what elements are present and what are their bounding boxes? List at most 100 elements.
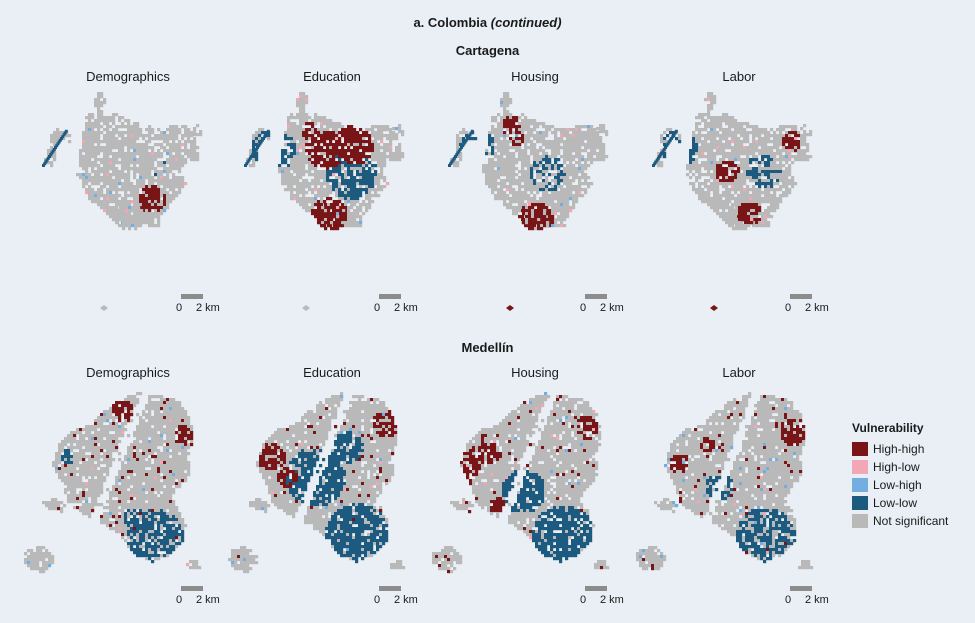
map-cell xyxy=(103,182,107,186)
map-cell xyxy=(569,182,573,186)
map-cell xyxy=(151,440,155,444)
map-cell xyxy=(458,147,462,151)
map-cell xyxy=(118,452,122,456)
map-cell xyxy=(469,131,473,135)
map-cell xyxy=(671,135,675,139)
map-cell xyxy=(142,431,146,435)
map-cell xyxy=(76,458,80,462)
map-cell xyxy=(82,179,86,183)
map-cell xyxy=(103,203,107,207)
map-cell xyxy=(127,161,131,165)
map-cell xyxy=(770,140,774,144)
map-cell xyxy=(488,182,492,186)
map-cell xyxy=(100,116,104,120)
map-cell xyxy=(377,152,381,156)
map-cell xyxy=(752,185,756,189)
map-cell xyxy=(365,131,369,135)
map-cell xyxy=(728,131,732,135)
map-cell xyxy=(359,158,363,162)
map-cell xyxy=(109,416,113,420)
map-cell xyxy=(548,224,552,228)
map-cell xyxy=(145,146,149,150)
map-cell xyxy=(347,140,351,144)
map-cell xyxy=(124,191,128,195)
map-cell xyxy=(184,182,188,186)
map-cell xyxy=(359,176,363,180)
map-cell xyxy=(193,143,197,147)
map-cell xyxy=(806,155,810,159)
map-cell xyxy=(785,179,789,183)
map-cell xyxy=(115,197,119,201)
map-cell xyxy=(383,134,387,138)
map-cell xyxy=(704,113,708,117)
map-cell xyxy=(145,434,149,438)
map-cell xyxy=(779,128,783,132)
map-cell xyxy=(82,455,86,459)
map-cell xyxy=(169,404,173,408)
map-cell xyxy=(734,134,738,138)
map-cell xyxy=(184,140,188,144)
map-cell xyxy=(539,188,543,192)
map-cell xyxy=(767,224,771,228)
map-cell xyxy=(551,221,555,225)
map-cell xyxy=(109,140,113,144)
map-cell xyxy=(320,170,324,174)
map-cell xyxy=(109,152,113,156)
map-cell xyxy=(359,152,363,156)
map-cell xyxy=(166,203,170,207)
map-cell xyxy=(524,197,528,201)
map-cell xyxy=(658,155,661,158)
map-cell xyxy=(347,170,351,174)
map-cell xyxy=(332,128,336,132)
map-cell xyxy=(512,137,516,141)
map-cell xyxy=(112,158,116,162)
map-cell xyxy=(713,170,717,174)
map-cell xyxy=(142,146,146,150)
map-cell xyxy=(296,149,300,153)
map-cell xyxy=(85,122,89,126)
map-cell xyxy=(305,131,309,135)
map-cell xyxy=(157,161,161,165)
map-cell xyxy=(356,215,360,219)
map-cell xyxy=(347,182,351,186)
map-cell xyxy=(187,464,191,468)
map-cell xyxy=(128,206,132,210)
map-cell xyxy=(97,203,101,207)
map-cell xyxy=(166,137,170,141)
map-cell xyxy=(773,188,777,192)
map-cell xyxy=(758,128,762,132)
map-cell xyxy=(148,419,152,423)
map-cell xyxy=(317,143,321,147)
map-cell xyxy=(716,116,720,120)
map-cell xyxy=(91,191,95,195)
map-cell xyxy=(377,194,381,198)
map-cell xyxy=(359,194,363,198)
map-cell xyxy=(145,446,149,450)
map-cell xyxy=(722,203,726,207)
map-cell xyxy=(332,149,336,153)
map-cell xyxy=(344,155,348,159)
map-cell xyxy=(293,140,297,144)
map-cell xyxy=(338,155,342,159)
map-cell xyxy=(380,185,384,189)
map-cell xyxy=(368,206,372,210)
map-cell xyxy=(569,170,573,174)
map-cell xyxy=(133,401,137,405)
map-cell xyxy=(557,176,561,180)
map-cell xyxy=(584,161,588,165)
map-cell xyxy=(524,143,528,147)
map-cell xyxy=(329,188,333,192)
map-cell xyxy=(536,152,540,156)
map-cell xyxy=(767,191,771,195)
map-cell xyxy=(713,137,717,141)
map-cell xyxy=(148,197,152,201)
map-cell xyxy=(533,122,537,126)
map-cell xyxy=(166,416,170,420)
map-cell xyxy=(100,191,104,195)
map-cell xyxy=(160,212,164,216)
map-cell xyxy=(169,149,173,153)
map-cell xyxy=(797,149,801,153)
map-cell xyxy=(560,155,564,159)
map-cell xyxy=(91,137,95,141)
map-cell xyxy=(728,155,732,159)
